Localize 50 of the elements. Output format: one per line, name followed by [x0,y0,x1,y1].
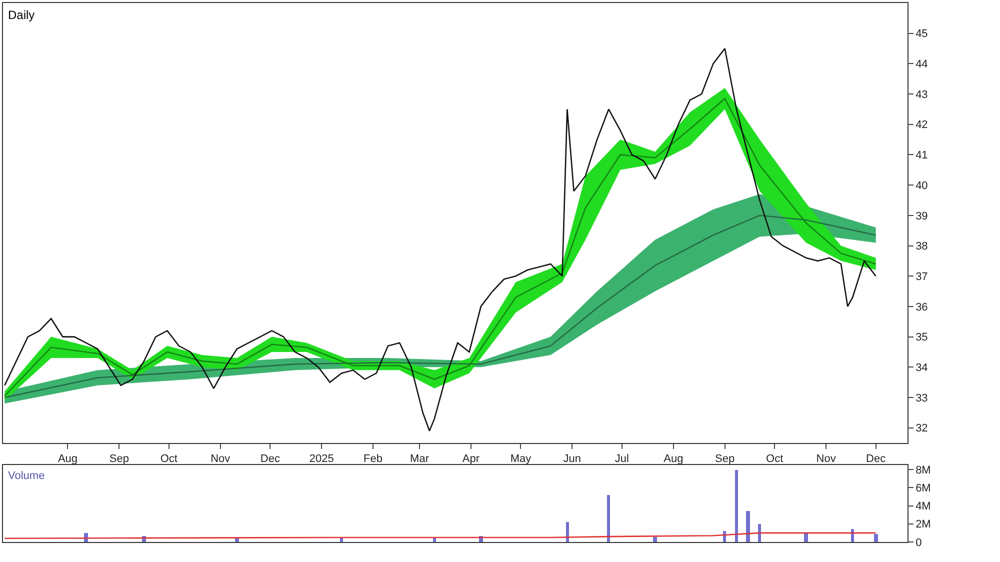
x-tick-label: Sep [109,453,129,466]
y-tick-label: 2M [916,518,931,531]
x-tick-label: Jun [563,453,582,466]
x-tick-label: Oct [766,453,784,466]
bar [340,538,343,542]
y-tick-label: 4M [916,500,931,513]
y-tick-label: 45 [916,28,928,40]
bar [874,534,878,542]
bar [804,533,808,542]
y-tick-label: 6M [916,482,931,494]
x-tick-label: Dec [866,453,886,466]
y-tick-label: 8M [916,464,931,476]
bar [653,537,657,542]
y-tick-label: 37 [916,270,928,283]
text: Daily [8,8,35,22]
bar [851,529,854,542]
x-tick-label: Sep [715,453,735,466]
x-tick-label: May [510,453,532,466]
y-tick-label: 41 [916,150,928,162]
y-tick-label: 34 [916,362,928,374]
text: Volume [8,470,45,482]
y-tick-label: 39 [916,210,928,222]
bar [566,522,569,542]
x-tick-label: Aug [664,453,684,466]
y-tick-label: 43 [916,88,928,101]
x-tick-label: Mar [410,453,430,466]
x-tick-label: Apr [462,453,480,466]
bar [758,524,761,542]
y-tick-label: 35 [916,332,928,344]
bar [746,511,750,542]
x-tick-label: Aug [58,453,78,466]
y-tick-label: 36 [916,301,928,314]
x-tick-label: Nov [210,453,231,466]
y-tick-label: 32 [916,422,928,435]
y-tick-label: 0 [916,536,922,549]
line-series [4,48,876,432]
y-tick-label: 44 [916,58,928,71]
bar [735,470,738,542]
x-tick-label: 2025 [309,453,334,466]
x-tick-label: Dec [260,453,280,466]
x-tick-label: Oct [160,453,178,466]
y-tick-label: 33 [916,392,928,404]
bar [723,531,726,542]
y-tick-label: 42 [916,119,928,132]
y-tick-label: 40 [916,180,928,192]
bar [607,495,610,542]
x-tick-label: Nov [816,453,836,466]
y-tick-label: 38 [916,240,928,253]
x-tick-label: Feb [364,453,383,466]
x-tick-label: Jul [614,453,629,466]
